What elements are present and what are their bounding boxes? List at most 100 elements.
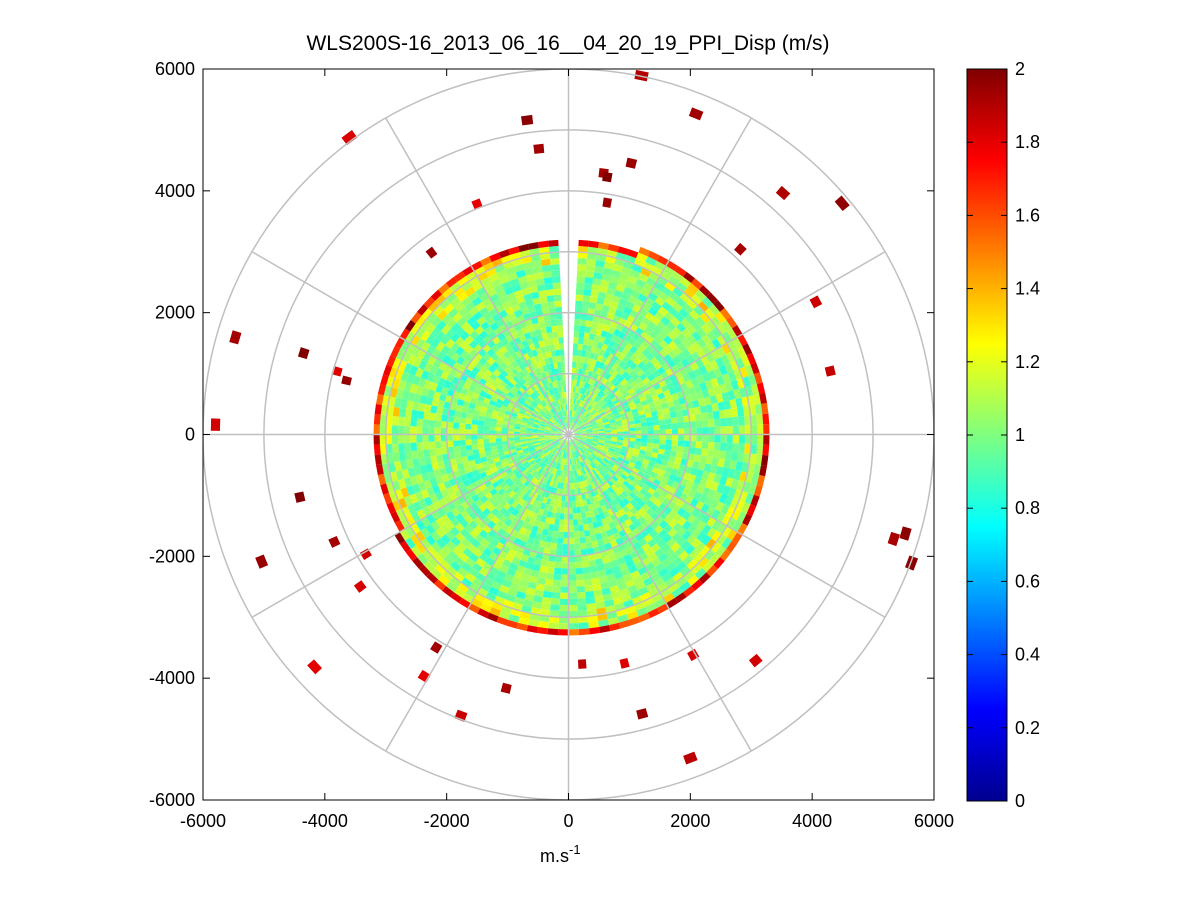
ppi-cell <box>682 446 690 454</box>
ppi-cell <box>495 340 505 350</box>
ppi-cell <box>606 399 613 406</box>
ppi-cell <box>507 437 514 441</box>
ppi-cell <box>621 593 632 603</box>
ppi-cell <box>675 576 688 588</box>
ppi-cell <box>379 444 387 455</box>
ppi-cell <box>580 437 587 440</box>
ppi-cell <box>543 464 549 471</box>
azimuth-spoke <box>568 251 886 436</box>
ppi-cell <box>532 439 539 443</box>
ppi-cell <box>625 300 635 310</box>
ppi-cell <box>640 287 651 298</box>
ppi-cell <box>576 420 581 426</box>
ppi-cell <box>529 449 536 454</box>
ppi-cell <box>545 535 553 543</box>
ppi-cell <box>592 366 599 374</box>
ppi-cell <box>544 426 552 430</box>
ppi-cell <box>596 443 604 448</box>
ppi-cell <box>649 529 659 539</box>
ppi-cell <box>595 417 602 423</box>
ppi-cell <box>529 330 537 338</box>
ppi-cell <box>652 490 661 499</box>
ppi-cell <box>504 518 513 527</box>
ppi-cell <box>618 493 626 501</box>
ppi-cell <box>548 382 554 390</box>
ppi-cell <box>705 319 717 331</box>
ppi-cell <box>719 307 732 320</box>
ppi-cell <box>533 519 541 528</box>
ppi-cell <box>668 518 678 529</box>
ppi-cell <box>507 363 515 372</box>
ppi-cell <box>583 452 589 459</box>
ppi-cell <box>592 475 599 482</box>
ppi-cell <box>625 453 633 459</box>
ppi-cell <box>622 459 630 465</box>
ppi-cell <box>510 398 518 405</box>
ppi-cell <box>595 480 602 488</box>
ppi-cell <box>449 281 462 293</box>
ppi-cell <box>619 412 627 418</box>
ppi-cell <box>682 303 694 314</box>
ppi-cell <box>682 555 694 566</box>
ppi-cell <box>440 334 451 345</box>
ppi-cell <box>669 450 677 458</box>
ppi-cell <box>594 595 604 603</box>
ppi-cell <box>513 596 525 606</box>
ppi-cell <box>621 400 629 407</box>
ppi-cell <box>516 481 524 489</box>
ppi-cell <box>667 528 678 538</box>
ppi-cell <box>514 444 522 449</box>
ppi-cell <box>512 486 520 494</box>
ppi-cell <box>631 467 640 475</box>
ppi-cell <box>735 461 743 472</box>
ppi-cell <box>435 475 444 485</box>
ppi-cell <box>419 564 431 577</box>
ppi-cell <box>464 466 472 474</box>
ppi-cell <box>557 380 561 387</box>
ppi-cell <box>622 505 630 514</box>
ppi-cell <box>609 622 621 632</box>
ppi-cell <box>554 343 560 351</box>
ppi-cell <box>515 532 524 541</box>
ppi-cell <box>539 468 546 476</box>
ppi-cell <box>566 440 568 447</box>
ppi-cell <box>591 577 601 585</box>
ppi-cell <box>727 371 737 382</box>
ppi-cell <box>478 339 487 349</box>
ppi-outlier-cell <box>500 682 512 694</box>
ppi-cell <box>586 314 594 322</box>
ppi-cell <box>545 397 551 404</box>
ppi-cell <box>541 528 549 536</box>
ppi-cell <box>466 362 475 372</box>
ppi-cell <box>542 416 549 422</box>
ppi-cell <box>629 471 638 478</box>
ppi-cell <box>631 595 643 606</box>
ppi-cell <box>620 448 628 454</box>
ppi-cell <box>724 381 734 392</box>
ppi-cell <box>559 392 563 399</box>
ppi-cell <box>629 590 641 600</box>
ppi-cell <box>445 520 455 531</box>
ppi-cell <box>618 454 626 460</box>
ppi-cell <box>465 325 475 336</box>
ppi-cell <box>465 418 473 425</box>
ppi-cell <box>489 477 497 485</box>
ppi-cell <box>571 452 574 459</box>
ppi-cell <box>592 439 599 443</box>
ppi-cell <box>592 426 599 430</box>
ppi-cell <box>403 381 413 392</box>
ppi-cell <box>544 439 552 443</box>
ppi-outlier-cell <box>636 708 649 720</box>
ppi-cell <box>579 393 584 401</box>
azimuth-spoke <box>385 434 570 752</box>
ppi-cell <box>535 583 545 591</box>
ppi-cell <box>657 494 666 503</box>
ppi-cell <box>540 410 546 416</box>
ppi-cell <box>607 534 616 543</box>
ppi-cell <box>631 528 641 537</box>
ppi-cell <box>548 479 554 487</box>
ppi-cell <box>681 328 692 339</box>
ppi-cell <box>722 485 731 496</box>
ppi-cell <box>410 426 417 435</box>
ppi-cell <box>658 567 669 578</box>
